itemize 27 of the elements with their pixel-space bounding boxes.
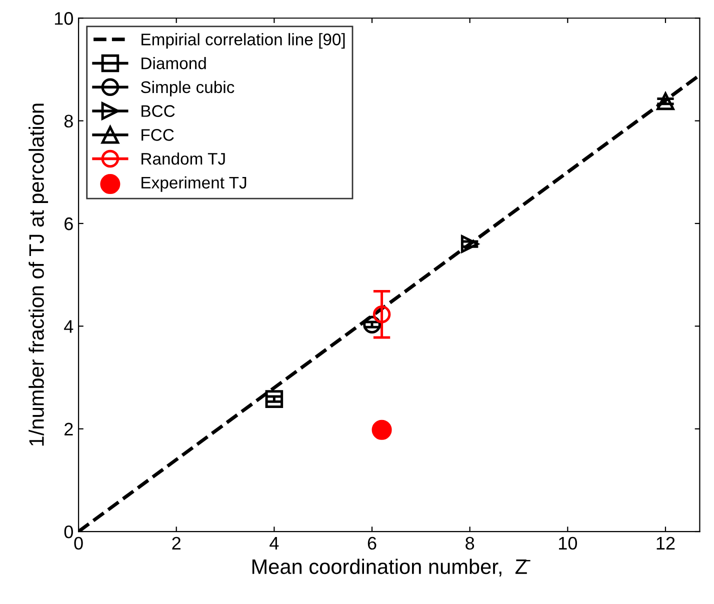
x-tick-label: 6: [368, 536, 376, 550]
legend-label: FCC: [142, 129, 174, 141]
y-axis-title: 1/number fraction of TJ at percolation: [28, 104, 48, 446]
y-tick-label: 0: [64, 525, 73, 538]
legend-label: Diamond: [142, 56, 206, 70]
x-tick-label: 0: [74, 536, 83, 550]
legend-label: BCC: [142, 105, 175, 117]
point: [372, 420, 392, 440]
point: [460, 235, 479, 253]
y-tick-label: 10: [54, 12, 73, 25]
x-tick-label: 8: [466, 536, 474, 550]
y-tick-label: 4: [64, 320, 74, 333]
legend-label: Empirial correlation line [90]: [142, 33, 345, 49]
legend-label: Simple cubic: [140, 80, 234, 96]
point: [656, 92, 674, 110]
y-tick-label: 6: [64, 217, 73, 230]
x-tick-label: 4: [270, 537, 279, 550]
x-tick-label: 2: [172, 536, 180, 550]
y-tick-label: 8: [64, 114, 73, 128]
x-axis-title: Mean coordination number, Z̄: [252, 558, 530, 577]
x-tick-label: 12: [656, 536, 675, 550]
legend-label: Random TJ: [142, 152, 225, 165]
point: [372, 305, 391, 324]
y-tick-label: 2: [64, 422, 73, 436]
point: [265, 390, 284, 408]
x-tick-label: 10: [558, 536, 577, 550]
legend-label: Experiment TJ: [142, 176, 246, 192]
